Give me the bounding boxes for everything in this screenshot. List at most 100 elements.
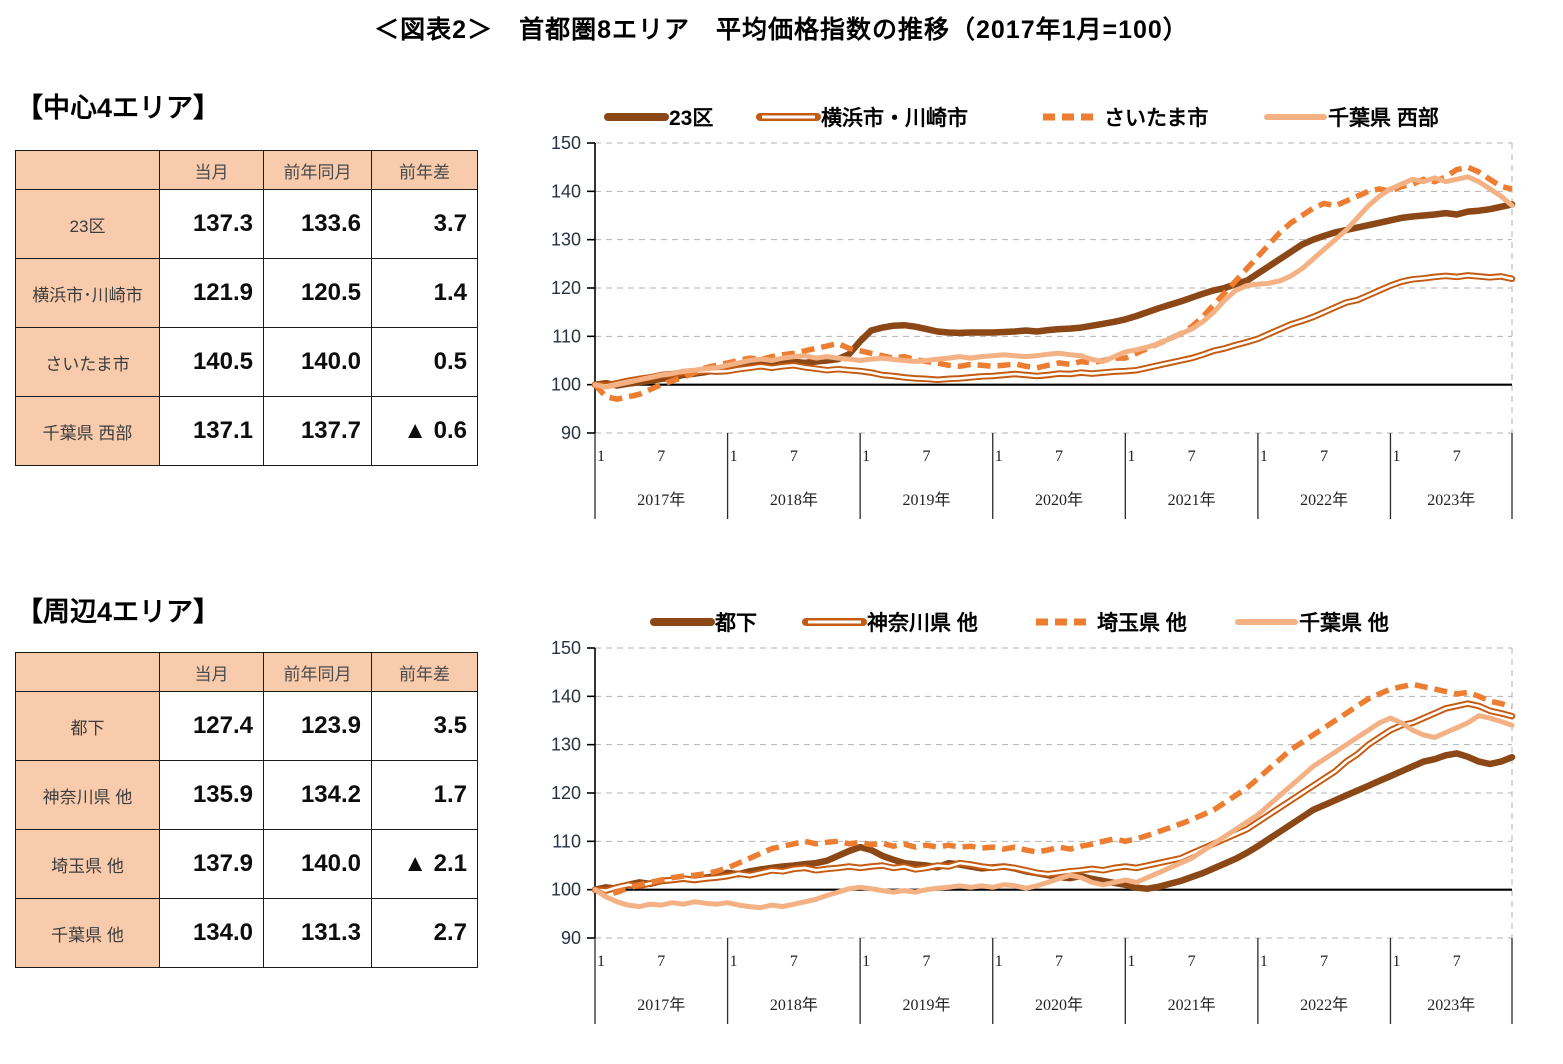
column-header: 前年同月 — [263, 150, 372, 190]
month-tick-label: 7 — [657, 953, 665, 970]
month-tick-label: 1 — [995, 953, 1003, 970]
legend-label: 神奈川県 他 — [867, 611, 978, 635]
month-tick-label: 7 — [1453, 953, 1461, 970]
month-tick-label: 1 — [597, 953, 605, 970]
year-label: 2018年 — [770, 996, 818, 1014]
y-tick-label: 130 — [551, 735, 581, 755]
line-chart-central: 90 100 110 120 130 140 150 1 7 2017年 1 7 2018年 1 7 2019… — [551, 106, 1516, 519]
value-cell: 127.4 — [159, 691, 264, 761]
line-chart-peripheral: 90 100 110 120 130 140 150 1 7 2017年 1 7 2018年 1 7 2019… — [551, 611, 1516, 1024]
table-row: さいたま市 140.5 140.0 0.5 — [15, 327, 478, 397]
summary-table-peripheral: 当月 前年同月 前年差 都下 127.4 123.9 3.5 神奈川県 他 135.9 134.… — [15, 652, 478, 968]
year-label: 2017年 — [637, 491, 685, 509]
row-label: 千葉県 西部 — [15, 396, 160, 466]
series-line-inner — [593, 274, 1514, 387]
value-cell: 0.5 — [371, 327, 478, 397]
year-label: 2019年 — [902, 996, 950, 1014]
legend-label: 都下 — [714, 611, 757, 635]
column-header: 前年同月 — [263, 652, 372, 692]
month-tick-label: 7 — [1188, 953, 1196, 970]
table-row: 横浜市･川崎市 121.9 120.5 1.4 — [15, 258, 478, 328]
row-label: 埼玉県 他 — [15, 829, 160, 899]
year-label: 2022年 — [1300, 996, 1348, 1014]
y-tick-label: 150 — [551, 638, 581, 658]
year-label: 2018年 — [770, 491, 818, 509]
legend-label: 横浜市・川崎市 — [821, 106, 968, 130]
y-tick-label: 90 — [561, 423, 581, 443]
month-tick-label: 7 — [1188, 448, 1196, 465]
summary-table-central: 当月 前年同月 前年差 23区 137.3 133.6 3.7 横浜市･川崎市 121.9 12… — [15, 150, 478, 466]
series-line — [591, 750, 1516, 893]
value-cell: 120.5 — [263, 258, 372, 328]
value-cell: 1.4 — [371, 258, 478, 328]
table-row: 埼玉県 他 137.9 140.0 ▲ 2.1 — [15, 829, 478, 899]
month-tick-label: 7 — [1320, 448, 1328, 465]
y-tick-label: 90 — [561, 928, 581, 948]
table-row: 神奈川県 他 135.9 134.2 1.7 — [15, 760, 478, 830]
legend-label: 千葉県 他 — [1299, 612, 1389, 635]
month-tick-label: 7 — [922, 448, 930, 465]
month-tick-label: 7 — [922, 953, 930, 970]
month-tick-label: 1 — [1127, 448, 1135, 465]
month-tick-label: 7 — [1453, 448, 1461, 465]
y-tick-label: 140 — [551, 181, 581, 201]
row-label: さいたま市 — [15, 327, 160, 397]
month-tick-label: 1 — [1392, 953, 1400, 970]
legend-label: さいたま市 — [1104, 106, 1208, 130]
value-cell: 140.0 — [263, 829, 372, 899]
table-row: 千葉県 他 134.0 131.3 2.7 — [15, 898, 478, 968]
value-cell: 121.9 — [159, 258, 264, 328]
column-header: 当月 — [159, 150, 264, 190]
y-tick-label: 100 — [551, 880, 581, 900]
row-label: 23区 — [15, 189, 160, 259]
value-cell: 2.7 — [371, 898, 478, 968]
month-tick-label: 1 — [1127, 953, 1135, 970]
year-label: 2022年 — [1300, 491, 1348, 509]
column-header — [15, 652, 160, 692]
y-tick-label: 140 — [551, 686, 581, 706]
year-label: 2023年 — [1427, 996, 1475, 1014]
value-cell: 1.7 — [371, 760, 478, 830]
y-tick-label: 150 — [551, 133, 581, 153]
month-tick-label: 1 — [862, 953, 870, 970]
value-cell: 131.3 — [263, 898, 372, 968]
year-label: 2020年 — [1035, 996, 1083, 1014]
table-row: 23区 137.3 133.6 3.7 — [15, 189, 478, 259]
month-tick-label: 7 — [790, 953, 798, 970]
value-cell: 137.7 — [263, 396, 372, 466]
column-header: 前年差 — [371, 150, 478, 190]
table-row: 都下 127.4 123.9 3.5 — [15, 691, 478, 761]
y-tick-label: 130 — [551, 230, 581, 250]
month-tick-label: 7 — [657, 448, 665, 465]
month-tick-label: 7 — [1055, 953, 1063, 970]
value-cell: 133.6 — [263, 189, 372, 259]
month-tick-label: 1 — [597, 448, 605, 465]
series-line — [591, 700, 1516, 894]
month-tick-label: 1 — [1392, 448, 1400, 465]
row-label: 都下 — [15, 691, 160, 761]
value-cell: ▲ 2.1 — [371, 829, 478, 899]
month-tick-label: 1 — [862, 448, 870, 465]
y-tick-label: 110 — [552, 831, 581, 851]
year-label: 2020年 — [1035, 491, 1083, 509]
column-header: 前年差 — [371, 652, 478, 692]
year-label: 2021年 — [1168, 996, 1216, 1014]
month-tick-label: 1 — [995, 448, 1003, 465]
month-tick-label: 7 — [1055, 448, 1063, 465]
section-heading-central: 【中心4エリア】 — [16, 93, 221, 123]
value-cell: 3.7 — [371, 189, 478, 259]
page-title: ＜図表2＞ 首都圏8エリア 平均価格指数の推移（2017年1月=100） — [374, 16, 1189, 44]
value-cell: 137.1 — [159, 396, 264, 466]
y-tick-label: 110 — [552, 326, 581, 346]
year-label: 2021年 — [1168, 491, 1216, 509]
table-row: 千葉県 西部 137.1 137.7 ▲ 0.6 — [15, 396, 478, 466]
month-tick-label: 1 — [730, 953, 738, 970]
month-tick-label: 1 — [1260, 953, 1268, 970]
column-header: 当月 — [159, 652, 264, 692]
table-head-central: 当月 前年同月 前年差 — [15, 150, 478, 190]
month-tick-label: 7 — [1320, 953, 1328, 970]
series-line — [593, 681, 1513, 899]
year-label: 2023年 — [1427, 491, 1475, 509]
row-label: 千葉県 他 — [15, 898, 160, 968]
